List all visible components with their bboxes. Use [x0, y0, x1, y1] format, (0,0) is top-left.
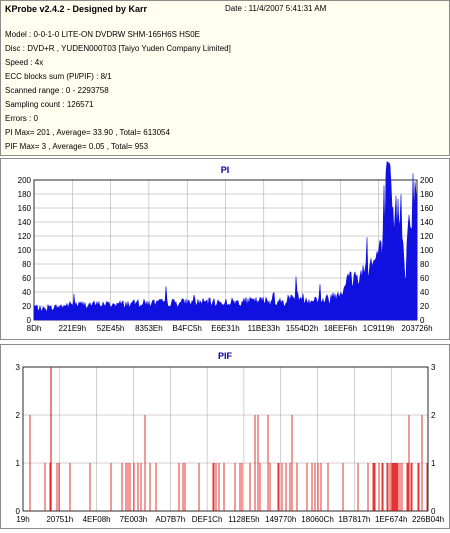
pi-ytick-left: 40 — [22, 288, 31, 297]
pif-chart-svg: PIF 0 0 1 1 2 2 3 3 19h 20751h 4EF08h 7E003h AD7B7h DE… — [16, 351, 444, 524]
pi-ytick-left: 120 — [18, 232, 32, 241]
pi-ytick-right: 60 — [420, 274, 429, 283]
pi-xtick-label: 1C9119h — [363, 324, 395, 333]
pif-ytick-right: 1 — [431, 459, 436, 468]
pi-ytick-right: 20 — [420, 302, 429, 311]
pi-ytick-left: 200 — [18, 176, 32, 185]
info-errors: Errors : 0 — [5, 114, 38, 123]
pif-ytick-left: 3 — [16, 363, 21, 372]
pi-ytick-left: 80 — [22, 260, 31, 269]
pi-ytick-right: 100 — [420, 246, 434, 255]
pif-xtick-label: 226B04h — [412, 515, 444, 524]
pif-bar-series — [29, 415, 428, 511]
pif-xtick-label: 1EF674h — [375, 515, 407, 524]
pi-xtick-label: 52E45h — [97, 324, 125, 333]
pi-xtick-label: 11BE33h — [248, 324, 280, 333]
pi-area-series — [33, 160, 418, 321]
info-scanned-range: Scanned range : 0 - 2293758 — [5, 86, 109, 95]
pif-xtick-label: 19h — [16, 515, 29, 524]
pi-ytick-left: 0 — [27, 316, 32, 325]
pif-ytick-left: 1 — [16, 459, 21, 468]
pif-ytick-right: 2 — [431, 411, 436, 420]
pi-ytick-left: 100 — [18, 246, 32, 255]
pif-xtick-label: 1B7817h — [338, 515, 370, 524]
pi-ytick-left: 160 — [18, 204, 32, 213]
scan-date: Date : 11/4/2007 5:41:31 AM — [225, 4, 327, 13]
info-sampling-count: Sampling count : 126571 — [5, 100, 94, 109]
pi-xtick-label: 221E9h — [59, 324, 87, 333]
pif-xtick-label: AD7B7h — [155, 515, 185, 524]
pi-xtick-label: 8Dh — [27, 324, 42, 333]
pif-chart: PIF 0 0 1 1 2 2 3 3 19h 20751h 4EF08h 7E003h AD7B7h DE… — [0, 344, 450, 529]
info-pif-stats: PIF Max= 3 , Average= 0.05 , Total= 953 — [5, 142, 149, 151]
pi-title: PI — [221, 165, 230, 175]
pif-xtick-label: 18060Ch — [301, 515, 333, 524]
pi-ytick-left: 60 — [22, 274, 31, 283]
pi-ytick-right: 0 — [420, 316, 425, 325]
pi-ytick-left: 140 — [18, 218, 32, 227]
info-ecc-sum: ECC blocks sum (PI/PIF) : 8/1 — [5, 72, 112, 81]
pif-ytick-left: 0 — [16, 507, 21, 516]
pi-chart: PI 0 0 20 20 40 40 60 60 80 80 100 100 120 120 140 140 16… — [0, 158, 450, 340]
pi-xtick-label: B4FC5h — [173, 324, 202, 333]
pi-xtick-label: 18EEF6h — [324, 324, 357, 333]
pi-xtick-label: 1554D2h — [286, 324, 318, 333]
pi-xtick-label: E6E31h — [211, 324, 239, 333]
pi-ytick-right: 140 — [420, 218, 434, 227]
pi-ytick-right: 200 — [420, 176, 434, 185]
pi-ytick-left: 20 — [22, 302, 31, 311]
info-disc: Disc : DVD+R , YUDEN000T03 [Taiyo Yuden … — [5, 44, 231, 53]
info-model: Model : 0-0-1-0 LITE-ON DVDRW SHM-165H6S… — [5, 30, 201, 39]
pif-ytick-right: 0 — [431, 507, 436, 516]
pif-title: PIF — [218, 351, 233, 361]
pif-xtick-label: 1128E5h — [228, 515, 259, 524]
pif-xtick-label: 149770h — [265, 515, 296, 524]
app-title: KProbe v2.4.2 - Designed by Karr — [5, 4, 148, 14]
pif-xtick-label: DEF1Ch — [192, 515, 223, 524]
pi-xtick-label: 8353Eh — [135, 324, 163, 333]
pif-ytick-left: 2 — [16, 411, 21, 420]
pi-ytick-right: 40 — [420, 288, 429, 297]
pif-xtick-label: 4EF08h — [83, 515, 111, 524]
pif-plot-border — [22, 366, 429, 512]
pi-ytick-right: 120 — [420, 232, 434, 241]
pi-ytick-right: 160 — [420, 204, 434, 213]
pif-xtick-label: 7E003h — [120, 515, 148, 524]
pi-ytick-right: 80 — [420, 260, 429, 269]
info-speed: Speed : 4x — [5, 58, 44, 67]
pif-ytick-right: 3 — [431, 363, 436, 372]
pi-xtick-label: 203726h — [401, 324, 432, 333]
info-pi-stats: PI Max= 201 , Average= 33.90 , Total= 61… — [5, 128, 170, 137]
disc-info-panel: KProbe v2.4.2 - Designed by Karr Date : … — [0, 0, 450, 156]
pi-chart-svg: PI 0 0 20 20 40 40 60 60 80 80 100 100 120 120 140 140 16… — [18, 160, 434, 333]
pi-ytick-left: 180 — [18, 190, 32, 199]
pi-ytick-right: 180 — [420, 190, 434, 199]
pif-xtick-label: 20751h — [46, 515, 73, 524]
